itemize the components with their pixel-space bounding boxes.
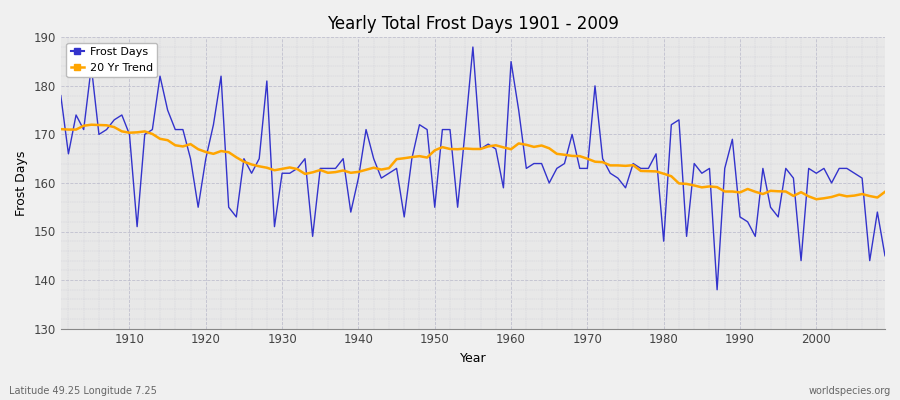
Legend: Frost Days, 20 Yr Trend: Frost Days, 20 Yr Trend <box>67 43 158 77</box>
Title: Yearly Total Frost Days 1901 - 2009: Yearly Total Frost Days 1901 - 2009 <box>327 15 619 33</box>
Y-axis label: Frost Days: Frost Days <box>15 150 28 216</box>
Text: worldspecies.org: worldspecies.org <box>809 386 891 396</box>
Text: Latitude 49.25 Longitude 7.25: Latitude 49.25 Longitude 7.25 <box>9 386 157 396</box>
X-axis label: Year: Year <box>460 352 486 365</box>
